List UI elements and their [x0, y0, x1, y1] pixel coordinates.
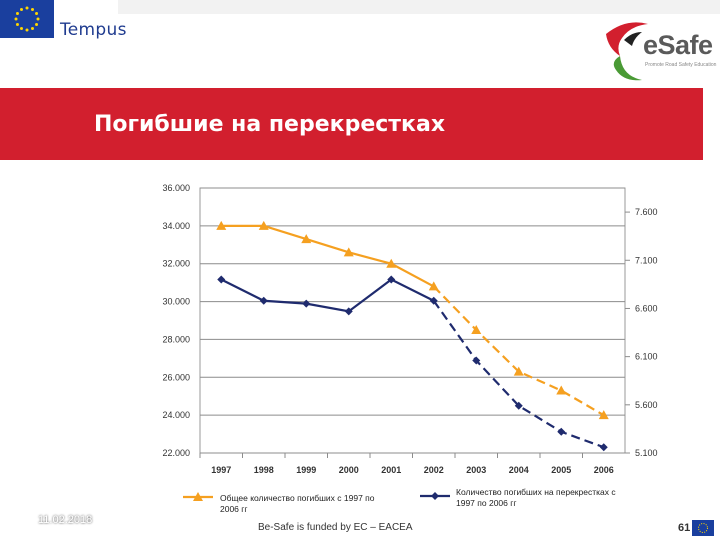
page-number: 61 — [678, 522, 691, 534]
data-point-diamond — [472, 356, 481, 365]
flag-star — [20, 7, 23, 11]
esafe-logo-text: eSafe — [643, 30, 713, 60]
flag-star — [15, 12, 19, 15]
y-left-tick-label: 24.000 — [162, 410, 190, 420]
legend-label-intersections: Количество погибших на перекрестках с 19… — [456, 487, 616, 508]
y-right-tick-label: 5.100 — [635, 448, 658, 458]
flag-star — [14, 17, 18, 21]
series-line-1 — [220, 278, 435, 313]
slide-title: Погибшие на перекрестках — [94, 112, 446, 137]
y-left-tick-label: 36.000 — [162, 183, 190, 193]
eu-flag-icon — [0, 0, 54, 38]
x-tick-label: 1997 — [211, 465, 231, 475]
x-tick-label: 2004 — [509, 465, 529, 475]
data-point-triangle — [513, 366, 524, 376]
data-point-diamond — [429, 296, 438, 305]
data-point-triangle — [258, 220, 269, 230]
flag-star — [31, 7, 34, 11]
data-point-diamond — [302, 299, 311, 308]
x-tick-label: 1999 — [296, 465, 316, 475]
data-point-triangle — [556, 385, 567, 395]
data-point-diamond — [557, 427, 566, 436]
flag-star — [25, 28, 29, 32]
data-point-diamond — [344, 307, 353, 316]
data-point-triangle — [428, 281, 439, 291]
x-tick-label: 2000 — [339, 465, 359, 475]
data-point-triangle — [471, 324, 482, 334]
data-point-diamond — [217, 275, 226, 284]
x-tick-label: 2006 — [594, 465, 614, 475]
data-point-triangle — [301, 234, 312, 244]
y-left-tick-label: 26.000 — [162, 372, 190, 382]
y-left-tick-label: 34.000 — [162, 221, 190, 231]
legend-key-marker-intersections — [431, 492, 439, 500]
flag-star — [35, 12, 39, 15]
y-right-tick-label: 7.600 — [635, 207, 658, 217]
x-tick-label: 2003 — [466, 465, 486, 475]
y-left-tick-label: 22.000 — [162, 448, 190, 458]
esafe-tagline: Promote Road Safety Education — [645, 62, 717, 68]
y-right-tick-label: 5.600 — [635, 400, 658, 410]
flag-star — [36, 17, 40, 21]
data-point-triangle — [216, 220, 227, 230]
flag-star — [25, 6, 29, 10]
y-right-tick-label: 7.100 — [635, 255, 658, 265]
header-bar: Tempus eSafe Promote Road Safety Educati… — [0, 0, 720, 88]
data-point-diamond — [387, 275, 396, 284]
data-point-diamond — [259, 296, 268, 305]
flag-star — [20, 27, 23, 31]
y-right-tick-label: 6.100 — [635, 352, 658, 362]
y-left-tick-label: 30.000 — [162, 297, 190, 307]
flag-star — [35, 23, 39, 26]
x-tick-label: 2001 — [381, 465, 401, 475]
data-point-diamond — [599, 443, 608, 452]
y-left-tick-label: 28.000 — [162, 334, 190, 344]
data-point-triangle — [386, 258, 397, 268]
title-bar — [0, 88, 703, 160]
tempus-logo: Tempus — [60, 20, 127, 40]
esafe-swoosh-icon — [606, 22, 648, 81]
legend-label-total: Общее количество погибших с 1997 по 2006… — [220, 493, 375, 514]
data-point-triangle — [343, 247, 354, 257]
y-left-tick-label: 32.000 — [162, 259, 190, 269]
flag-star — [31, 27, 34, 31]
plot-area — [199, 187, 626, 454]
slide-footer: Be-Safe is funded by EC – EACEA — [258, 522, 413, 533]
data-point-triangle — [598, 410, 609, 420]
legend-key-marker-total — [193, 492, 203, 501]
series-line-0 — [221, 224, 435, 288]
series-line-dashed-1 — [432, 300, 605, 449]
flag-star — [15, 23, 19, 26]
data-point-diamond — [514, 401, 523, 410]
slide-date: 11.02.2018 — [38, 514, 93, 526]
x-tick-label: 2002 — [424, 465, 444, 475]
header-strip — [118, 0, 720, 14]
y-right-tick-label: 6.600 — [635, 303, 658, 313]
eu-flag-small-icon — [692, 520, 714, 536]
line-chart: 36.000 34.000 32.000 30.000 28.000 26.000 24.0… — [162, 183, 658, 501]
x-tick-label: 2005 — [551, 465, 571, 475]
x-tick-label: 1998 — [254, 465, 274, 475]
